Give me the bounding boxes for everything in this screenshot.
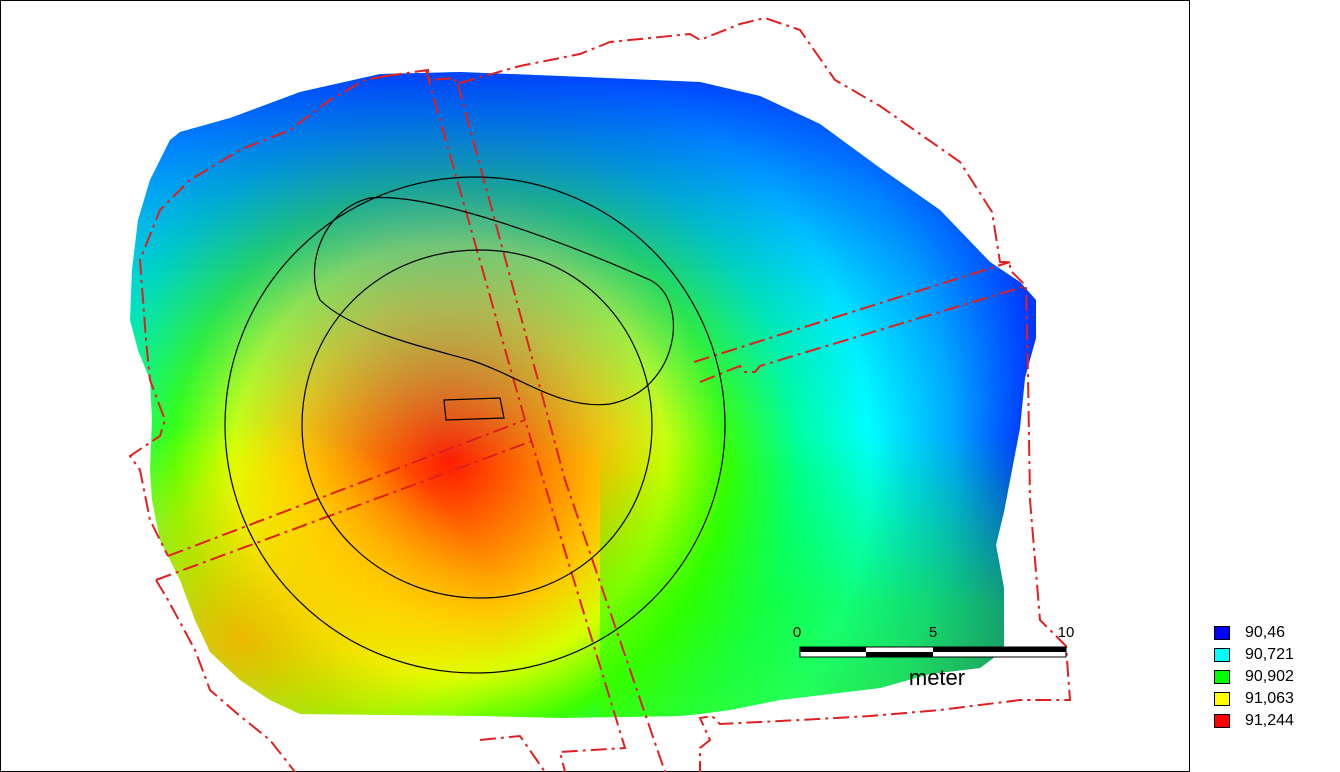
legend-swatch	[1214, 714, 1230, 728]
outline-southwest	[155, 579, 296, 772]
inner-circle	[301, 249, 653, 599]
trench-diagonal-upper	[167, 419, 526, 557]
outline-south	[479, 734, 546, 772]
scale-bar: 0 5 10 meter	[793, 624, 1075, 690]
central-marker	[443, 397, 505, 421]
boundary-lines	[128, 16, 1072, 772]
trench-east-lower	[699, 285, 1027, 383]
outline-west	[128, 75, 387, 557]
excavation-outline	[385, 16, 1072, 772]
trench-diagonal-lower	[155, 439, 536, 581]
scale-unit: meter	[909, 665, 965, 690]
legend-label: 90,721	[1245, 646, 1294, 663]
elevation-surface	[130, 72, 1036, 718]
legend-label: 90,46	[1245, 624, 1286, 641]
legend-item: 90,902	[1212, 666, 1336, 688]
outer-circle	[224, 176, 726, 674]
legend-swatch	[1214, 648, 1230, 662]
scale-tick-10: 10	[1058, 624, 1075, 641]
trench-east-upper	[693, 261, 1011, 363]
scale-tick-0: 0	[793, 624, 801, 641]
legend-item: 91,244	[1212, 710, 1336, 732]
scale-tick-5: 5	[929, 624, 937, 641]
legend-label: 90,902	[1245, 668, 1294, 685]
legend-item: 90,46	[1212, 622, 1336, 644]
trench-left	[425, 69, 627, 772]
legend-item: 91,063	[1212, 688, 1336, 710]
upper-lobe	[313, 196, 674, 406]
legend-label: 91,244	[1245, 712, 1294, 729]
legend-swatch	[1214, 692, 1230, 706]
legend-swatch	[1214, 626, 1230, 640]
legend-item: 90,721	[1212, 644, 1336, 666]
feature-lines	[224, 176, 726, 674]
legend-swatch	[1214, 670, 1230, 684]
trench-right	[457, 83, 666, 772]
legend: 90,46 90,721 90,902 91,063 91,244	[1212, 622, 1336, 732]
legend-label: 91,063	[1245, 690, 1294, 707]
